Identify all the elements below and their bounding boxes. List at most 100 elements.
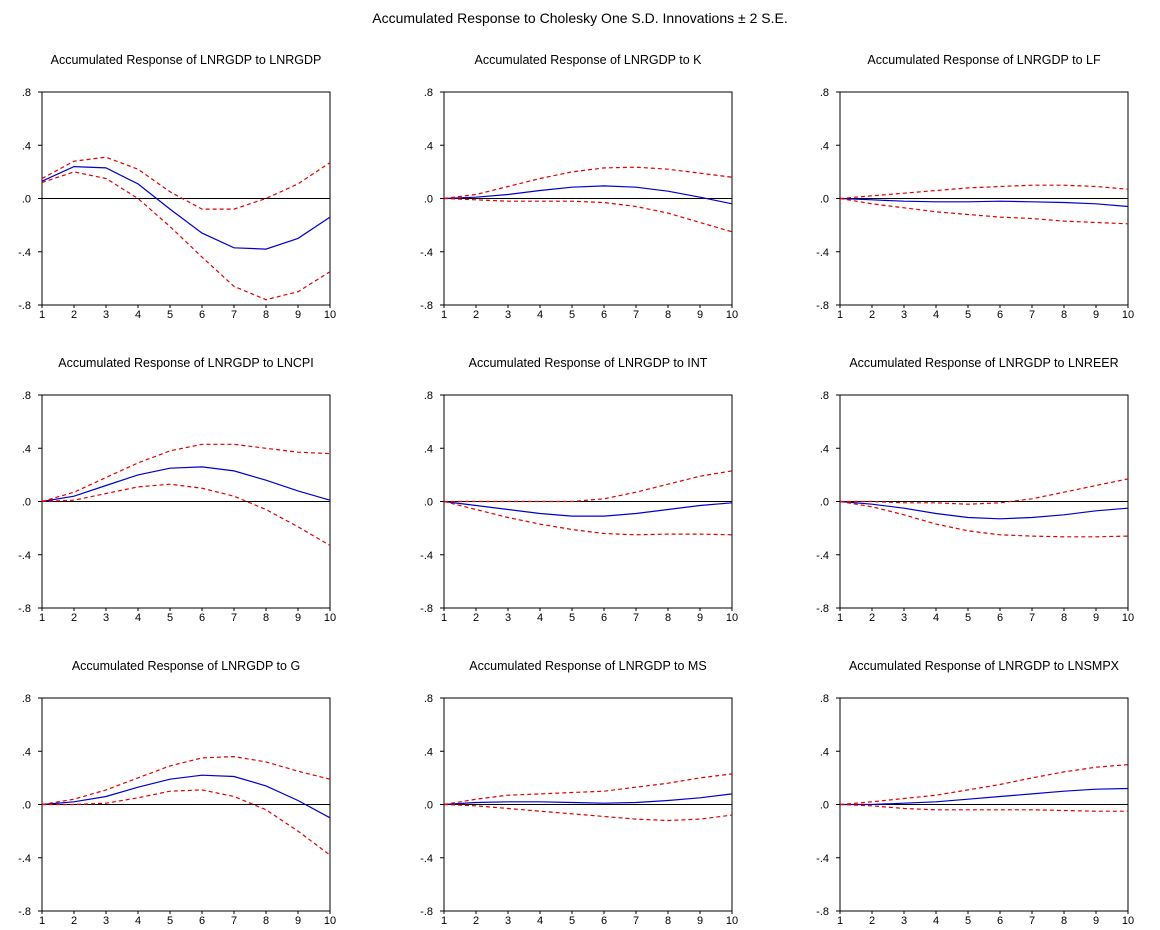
y-tick-label: .0: [424, 497, 433, 509]
x-tick-label: 1: [441, 612, 447, 624]
y-tick-label: .4: [424, 746, 433, 758]
y-tick-label: -.8: [816, 603, 829, 615]
x-tick-label: 3: [103, 309, 109, 321]
x-tick-label: 4: [933, 309, 939, 321]
y-tick-label: -.4: [420, 247, 433, 259]
x-tick-label: 8: [1061, 309, 1067, 321]
y-tick-label: -.4: [816, 247, 829, 259]
x-tick-label: 1: [837, 309, 843, 321]
lower-band-line: [839, 197, 1129, 225]
y-tick-label: -.8: [816, 300, 829, 312]
x-tick-label: 7: [1029, 612, 1035, 624]
x-tick-label: 8: [665, 915, 671, 927]
x-tick-label: 7: [1029, 309, 1035, 321]
x-tick-label: 1: [39, 309, 45, 321]
y-tick-label: .4: [22, 140, 31, 152]
lower-band-line: [443, 803, 733, 822]
irf-panel-3: Accumulated Response of LNRGDP to LF .8 .4…: [0, 0, 1134, 321]
x-tick-label: 2: [71, 915, 77, 927]
x-tick-label: 10: [726, 915, 738, 927]
x-tick-label: 10: [726, 612, 738, 624]
y-tick-label: .8: [22, 693, 31, 705]
x-tick-label: 8: [263, 309, 269, 321]
panel-title: Accumulated Response of LNRGDP to LNSMPX: [849, 659, 1120, 673]
y-tick-label: -.8: [18, 603, 31, 615]
upper-band-line: [839, 764, 1129, 806]
lower-band-line: [41, 483, 331, 546]
y-tick-label: .4: [424, 443, 433, 455]
panel-title: Accumulated Response of LNRGDP to MS: [469, 659, 706, 673]
y-tick-label: -.8: [420, 603, 433, 615]
x-tick-label: 2: [473, 612, 479, 624]
x-tick-label: 4: [135, 309, 141, 321]
x-tick-label: 3: [103, 612, 109, 624]
upper-band-line: [443, 166, 733, 200]
y-tick-label: -.8: [816, 906, 829, 918]
y-tick-label: -.4: [420, 550, 433, 562]
upper-band-line: [839, 184, 1129, 200]
panel-title: Accumulated Response of LNRGDP to INT: [469, 356, 708, 370]
x-tick-label: 3: [901, 612, 907, 624]
x-tick-label: 10: [1122, 915, 1134, 927]
x-tick-label: 6: [601, 915, 607, 927]
x-tick-label: 4: [537, 309, 543, 321]
panel-title: Accumulated Response of LNRGDP to G: [72, 659, 300, 673]
response-line: [41, 466, 331, 503]
y-tick-label: .0: [820, 194, 829, 206]
lower-band-line: [839, 803, 1128, 812]
y-tick-label: .4: [22, 746, 31, 758]
x-tick-label: 6: [997, 309, 1003, 321]
x-tick-label: 8: [263, 612, 269, 624]
upper-band-line: [41, 443, 331, 503]
y-tick-label: .0: [820, 497, 829, 509]
x-tick-label: 6: [199, 309, 205, 321]
upper-band-line: [41, 156, 331, 210]
y-tick-label: .4: [820, 746, 829, 758]
irf-panel-2: Accumulated Response of LNRGDP to K .8 .4.…: [0, 0, 738, 321]
response-line: [840, 787, 1129, 806]
y-tick-label: .0: [22, 497, 31, 509]
x-tick-label: 5: [167, 915, 173, 927]
irf-panel-5: Accumulated Response of LNRGDP to INT .8.…: [0, 0, 738, 624]
y-tick-label: .0: [424, 194, 433, 206]
y-tick-label: .8: [424, 87, 433, 99]
y-tick-label: .8: [820, 87, 829, 99]
x-tick-label: 1: [39, 915, 45, 927]
x-tick-label: 5: [965, 309, 971, 321]
y-tick-label: .8: [820, 390, 829, 402]
x-tick-label: 2: [71, 612, 77, 624]
lower-band-line: [839, 500, 1129, 538]
y-tick-label: .0: [820, 800, 829, 812]
x-tick-label: 2: [473, 309, 479, 321]
y-tick-label: .8: [22, 87, 31, 99]
y-tick-label: .0: [22, 194, 31, 206]
x-tick-label: 4: [135, 612, 141, 624]
y-tick-label: -.8: [420, 906, 433, 918]
x-tick-label: 3: [505, 915, 511, 927]
x-tick-label: 10: [324, 915, 336, 927]
x-tick-label: 7: [231, 309, 237, 321]
x-tick-label: 2: [473, 915, 479, 927]
x-tick-label: 4: [537, 612, 543, 624]
x-tick-label: 9: [1093, 612, 1099, 624]
x-tick-label: 5: [167, 612, 173, 624]
x-tick-label: 1: [441, 309, 447, 321]
y-tick-label: .4: [820, 443, 829, 455]
upper-band-line: [41, 755, 331, 806]
x-tick-label: 4: [933, 915, 939, 927]
y-tick-label: .8: [820, 693, 829, 705]
x-tick-label: 2: [71, 309, 77, 321]
panel-title: Accumulated Response of LNRGDP to LNCPI: [58, 356, 313, 370]
x-tick-label: 1: [837, 612, 843, 624]
x-tick-label: 7: [633, 612, 639, 624]
x-tick-label: 9: [295, 915, 301, 927]
x-tick-label: 5: [569, 915, 575, 927]
x-tick-label: 3: [901, 309, 907, 321]
x-tick-label: 10: [324, 612, 336, 624]
response-line: [443, 793, 733, 806]
x-tick-label: 5: [167, 309, 173, 321]
